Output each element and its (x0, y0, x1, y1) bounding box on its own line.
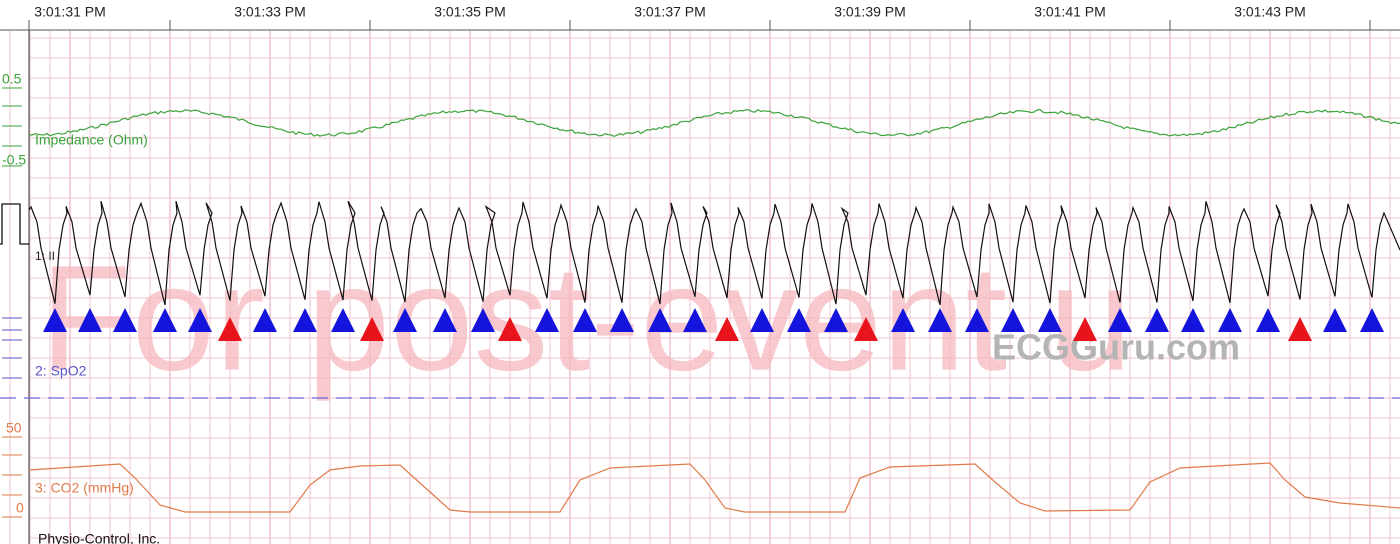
time-label: 3:01:31 PM (34, 4, 106, 20)
time-label: 3:01:33 PM (234, 4, 306, 20)
beat-marker-flagged (715, 317, 739, 341)
beat-marker (1181, 308, 1205, 332)
beat-marker (1323, 308, 1347, 332)
beat-marker (1038, 308, 1062, 332)
beat-marker (824, 308, 848, 332)
beat-marker (43, 308, 67, 332)
grid (9, 30, 1400, 544)
co2-wave (28, 462, 1400, 513)
beat-marker (683, 308, 707, 332)
co2-scale-high: 50 (6, 420, 22, 436)
impedance-label: Impedance (Ohm) (35, 132, 148, 148)
time-header (0, 0, 1400, 30)
beat-marker (891, 308, 915, 332)
time-label: 3:01:39 PM (834, 4, 906, 20)
waveforms (0, 87, 1400, 518)
beat-marker (433, 308, 457, 332)
beat-marker-flagged (1288, 317, 1312, 341)
beat-marker (965, 308, 989, 332)
beat-marker (253, 308, 277, 332)
spo2-label: 2: SpO2 (35, 363, 87, 379)
beat-marker (113, 308, 137, 332)
time-label: 3:01:35 PM (434, 4, 506, 20)
footer: Physio-Control, Inc. (38, 531, 160, 544)
beat-marker-flagged (360, 317, 384, 341)
ecg-label: 1: II (35, 249, 55, 263)
beat-marker (78, 308, 102, 332)
beat-marker (1218, 308, 1242, 332)
beat-marker (928, 308, 952, 332)
co2-label: 3: CO2 (mmHg) (35, 480, 134, 496)
beat-marker-flagged (498, 317, 522, 341)
time-label: 3:01:41 PM (1034, 4, 1106, 20)
beat-marker (293, 308, 317, 332)
beat-marker (153, 308, 177, 332)
beat-marker (610, 308, 634, 332)
beat-marker (188, 308, 212, 332)
impedance-scale-low: -0.5 (2, 152, 26, 168)
ecg-wave (28, 200, 1400, 306)
beat-marker (331, 308, 355, 332)
beat-marker (648, 308, 672, 332)
beat-marker (535, 308, 559, 332)
brand-watermark: ECGGuru.com (992, 327, 1240, 368)
time-label: 3:01:43 PM (1234, 4, 1306, 20)
ecg-calibration (0, 203, 29, 245)
beat-marker (573, 308, 597, 332)
co2-scale-low: 0 (16, 500, 24, 516)
beat-marker-flagged (218, 317, 242, 341)
beat-marker (1145, 308, 1169, 332)
time-label: 3:01:37 PM (634, 4, 706, 20)
beat-marker (1256, 308, 1280, 332)
beat-marker (750, 308, 774, 332)
beat-marker (1108, 308, 1132, 332)
beat-marker (787, 308, 811, 332)
impedance-wave (28, 108, 1400, 138)
beat-marker (471, 308, 495, 332)
beat-marker-flagged (854, 317, 878, 341)
beat-marker (1001, 308, 1025, 332)
beat-marker-flagged (1073, 317, 1097, 341)
impedance-scale-high: 0.5 (2, 71, 22, 87)
beat-marker (1360, 308, 1384, 332)
beat-marker (393, 308, 417, 332)
